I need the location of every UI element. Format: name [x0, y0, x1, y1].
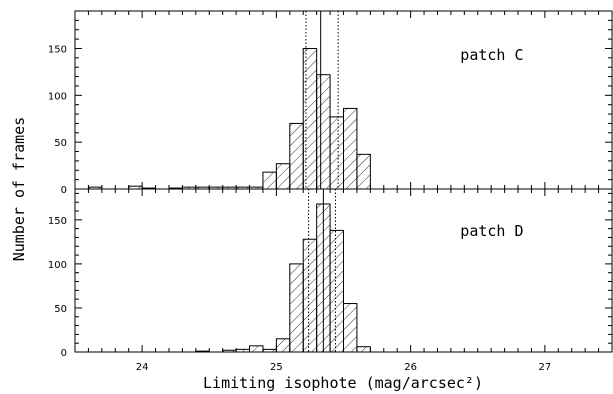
y-axis-title: Number of frames: [10, 117, 28, 262]
y-tick-label: 0: [61, 348, 67, 359]
histogram-bar: [302, 238, 318, 353]
x-tick-label: 25: [270, 362, 283, 373]
histogram-bar: [329, 116, 345, 190]
histogram-bar: [275, 163, 291, 190]
x-axis-title: Limiting isophote (mag/arcsec²): [203, 374, 483, 392]
x-tick-label: 26: [404, 362, 417, 373]
histogram-bar: [249, 345, 264, 353]
histogram-bar: [289, 263, 304, 353]
x-tick-label: 24: [136, 362, 149, 373]
y-tick-label: 50: [54, 138, 67, 149]
histogram-bar: [302, 47, 318, 190]
y-tick-label: 150: [48, 44, 67, 55]
histogram-bar: [316, 74, 331, 190]
histogram-bar: [275, 338, 291, 353]
panel-patch-d: 0 50 100 150 24 25 26 27 patch D: [48, 188, 613, 373]
histogram-bar: [356, 153, 371, 190]
y-tick-label: 50: [54, 304, 67, 315]
histogram-bar: [289, 122, 304, 190]
histogram-bar: [262, 171, 277, 190]
histogram-bar: [329, 229, 345, 353]
patch-label: patch C: [460, 46, 523, 64]
y-tick-label: 100: [48, 260, 67, 271]
y-tick-label: 100: [48, 91, 67, 102]
histogram-bar: [356, 346, 371, 353]
y-tick-label: 150: [48, 216, 67, 227]
histogram-bar: [343, 107, 358, 190]
panel-patch-c: 0 50 100 150 patch C: [48, 10, 613, 196]
histogram-bar: [343, 303, 358, 353]
x-tick-label: 27: [539, 362, 552, 373]
patch-label: patch D: [460, 222, 523, 240]
y-tick-label: 0: [61, 185, 67, 196]
